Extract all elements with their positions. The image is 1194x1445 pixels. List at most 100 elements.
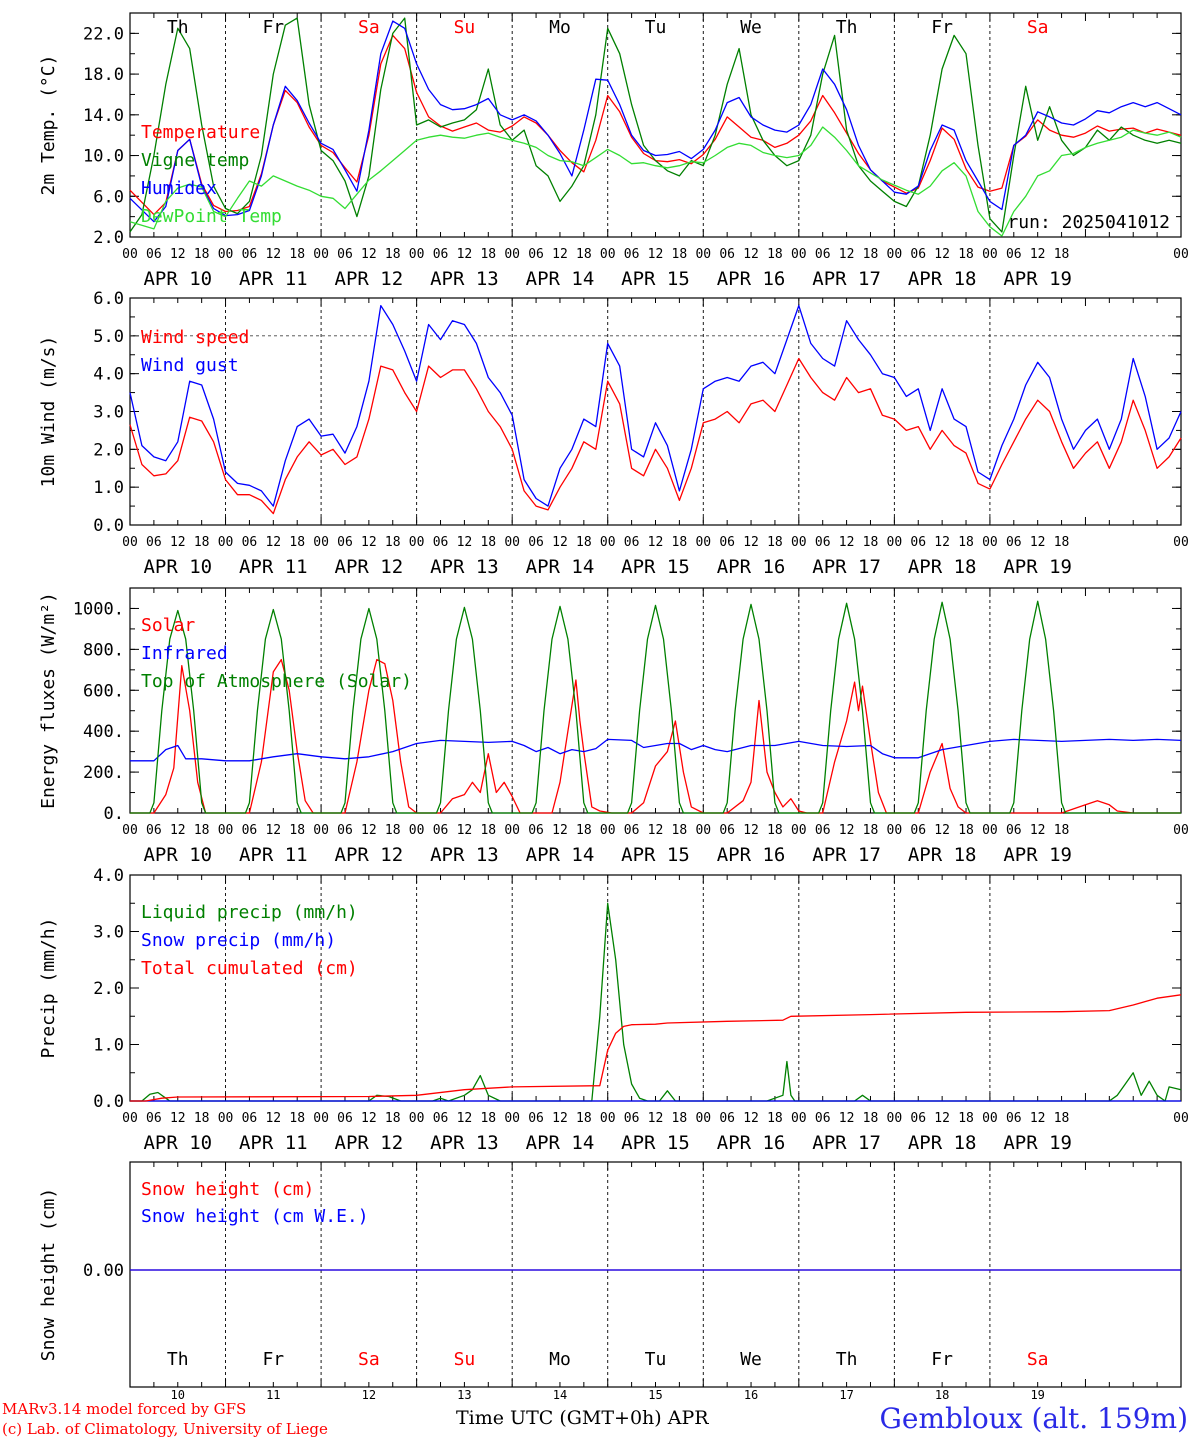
day-label: APR 18 bbox=[908, 268, 977, 290]
legend-entry: Temperature bbox=[141, 122, 260, 143]
hour-tick-label: 18 bbox=[863, 247, 879, 262]
legend-entry: Solar bbox=[141, 615, 195, 636]
day-label: APR 13 bbox=[430, 844, 499, 866]
hour-tick-label: 18 bbox=[480, 535, 496, 550]
y-tick-label: 400. bbox=[83, 722, 124, 742]
hour-tick-label: 06 bbox=[910, 823, 926, 838]
legend-entry: Snow height (cm W.E.) bbox=[141, 1206, 369, 1227]
hour-tick-label: 12 bbox=[743, 1111, 759, 1126]
hour-tick-label: 06 bbox=[719, 247, 735, 262]
legend-entry: Snow height (cm) bbox=[141, 1179, 314, 1200]
hour-tick-label: 00 bbox=[791, 823, 807, 838]
hour-tick-label: 12 bbox=[457, 535, 473, 550]
run-annotation: run: 2025041012 bbox=[1007, 212, 1170, 233]
day-label: APR 13 bbox=[430, 1132, 499, 1154]
hour-tick-label: 00 bbox=[695, 1111, 711, 1126]
hour-tick-label: 00 bbox=[791, 247, 807, 262]
hour-tick-label: 12 bbox=[743, 247, 759, 262]
series-line bbox=[130, 359, 1181, 514]
hour-tick-label: 12 bbox=[1030, 823, 1046, 838]
hour-tick-label: 12 bbox=[170, 247, 186, 262]
y-tick-label: 5.0 bbox=[93, 327, 124, 347]
hour-tick-label: 06 bbox=[1006, 1111, 1022, 1126]
legend-entry: Top of Atmosphere (Solar) bbox=[141, 671, 412, 692]
hour-tick-label: 00 bbox=[600, 535, 616, 550]
hour-tick-label: 18 bbox=[480, 823, 496, 838]
hour-tick-label: 00 bbox=[791, 1111, 807, 1126]
hour-tick-label: 06 bbox=[337, 1111, 353, 1126]
hour-tick-label: 12 bbox=[839, 1111, 855, 1126]
weekday-label: Mo bbox=[549, 1349, 571, 1370]
hour-tick-label: 00 bbox=[887, 247, 903, 262]
hour-tick-label: 00 bbox=[313, 247, 329, 262]
hour-tick-label: 12 bbox=[457, 1111, 473, 1126]
day-label: APR 18 bbox=[908, 556, 977, 578]
day-label: APR 14 bbox=[526, 556, 595, 578]
hour-tick-label: 06 bbox=[337, 823, 353, 838]
series-line bbox=[130, 21, 1181, 222]
y-tick-label: 4.0 bbox=[93, 866, 124, 886]
legend-entry: Wind speed bbox=[141, 327, 249, 348]
hour-tick-label: 18 bbox=[958, 247, 974, 262]
hour-tick-label: 12 bbox=[839, 247, 855, 262]
y-tick-label: 0.00 bbox=[83, 1261, 124, 1281]
hour-tick-label: 18 bbox=[194, 247, 210, 262]
hour-tick-label: 00 bbox=[982, 1111, 998, 1126]
day-label: APR 19 bbox=[1003, 1132, 1072, 1154]
day-label: APR 16 bbox=[717, 556, 786, 578]
weekday-label: Tu bbox=[645, 17, 667, 38]
hour-tick-label: 18 bbox=[863, 1111, 879, 1126]
hour-tick-label: 12 bbox=[648, 823, 664, 838]
hour-tick-label: 06 bbox=[815, 247, 831, 262]
day-label: APR 12 bbox=[335, 556, 404, 578]
hour-tick-label: 00 bbox=[887, 535, 903, 550]
day-label: APR 18 bbox=[908, 844, 977, 866]
day-label: APR 10 bbox=[143, 268, 212, 290]
y-axis-label: 2m Temp. (°C) bbox=[38, 55, 59, 196]
hour-tick-label: 12 bbox=[361, 535, 377, 550]
hour-tick-label: 00 bbox=[887, 823, 903, 838]
hour-tick-label: 06 bbox=[528, 247, 544, 262]
hour-tick-label: 06 bbox=[719, 823, 735, 838]
hour-tick-label: 00 bbox=[600, 823, 616, 838]
hour-tick-label: 18 bbox=[767, 823, 783, 838]
hour-tick-label: 06 bbox=[528, 1111, 544, 1126]
time-axis-label: Time UTC (GMT+0h) APR bbox=[456, 1407, 709, 1429]
day-label: APR 11 bbox=[239, 844, 308, 866]
day-label: APR 17 bbox=[812, 1132, 881, 1154]
y-tick-label: 800. bbox=[83, 640, 124, 660]
y-axis-label: Precip (mm/h) bbox=[38, 918, 59, 1059]
hour-tick-label: 00 bbox=[982, 535, 998, 550]
legend-entry: Snow precip (mm/h) bbox=[141, 930, 336, 951]
hour-tick-label: 06 bbox=[910, 1111, 926, 1126]
legend-entry: Total cumulated (cm) bbox=[141, 958, 358, 979]
day-label: APR 19 bbox=[1003, 268, 1072, 290]
hour-tick-label: 12 bbox=[934, 823, 950, 838]
weekday-label: Sa bbox=[1027, 17, 1049, 38]
hour-tick-label: 00 bbox=[982, 823, 998, 838]
weekday-label: Su bbox=[454, 17, 476, 38]
hour-tick-label: 06 bbox=[146, 823, 162, 838]
weekday-label: Th bbox=[836, 17, 858, 38]
y-tick-label: 2.0 bbox=[93, 440, 124, 460]
hour-tick-label: 06 bbox=[433, 823, 449, 838]
day-label: APR 14 bbox=[526, 1132, 595, 1154]
hour-tick-label: 00 bbox=[218, 535, 234, 550]
hour-tick-label: 12 bbox=[934, 247, 950, 262]
hour-tick-label: 18 bbox=[767, 247, 783, 262]
weekday-label: We bbox=[740, 1349, 762, 1370]
hour-tick-label: 00 bbox=[1173, 823, 1189, 838]
hour-tick-label: 12 bbox=[170, 535, 186, 550]
hour-tick-label: 12 bbox=[265, 247, 281, 262]
day-label: APR 19 bbox=[1003, 556, 1072, 578]
hour-tick-label: 18 bbox=[194, 1111, 210, 1126]
hour-tick-label: 00 bbox=[313, 823, 329, 838]
hour-tick-label: 12 bbox=[552, 1111, 568, 1126]
hour-tick-label: 18 bbox=[576, 247, 592, 262]
hour-tick-label: 12 bbox=[743, 823, 759, 838]
hour-tick-label: 00 bbox=[504, 535, 520, 550]
day-label: APR 10 bbox=[143, 844, 212, 866]
hour-tick-label: 06 bbox=[910, 247, 926, 262]
weekday-label: We bbox=[740, 17, 762, 38]
